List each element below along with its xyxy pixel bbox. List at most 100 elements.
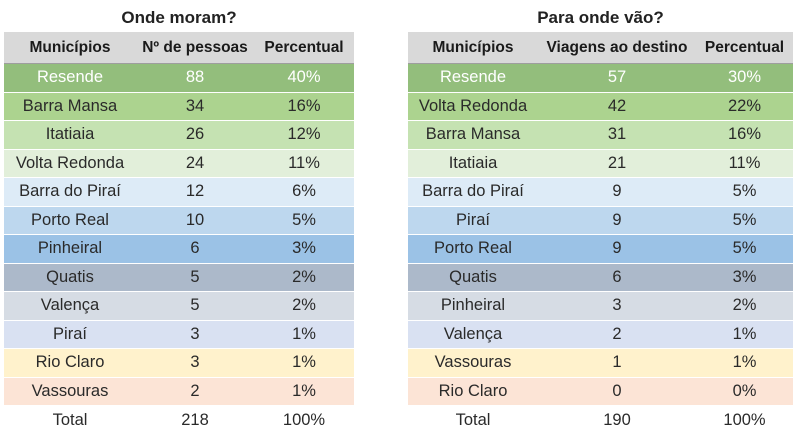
total-value: 218 — [136, 406, 254, 434]
residence-title: Onde moram? — [4, 0, 354, 32]
cell-percentual: 3% — [696, 263, 793, 292]
cell-percentual: 2% — [254, 263, 354, 292]
cell-valor: 57 — [538, 64, 696, 93]
cell-municipio: Piraí — [4, 320, 136, 349]
cell-percentual: 1% — [696, 320, 793, 349]
cell-municipio: Pinheiral — [408, 292, 538, 321]
cell-percentual: 1% — [696, 349, 793, 378]
column-header-viagens: Viagens ao destino — [538, 32, 696, 64]
cell-percentual: 1% — [254, 320, 354, 349]
cell-valor: 5 — [136, 292, 254, 321]
cell-municipio: Volta Redonda — [408, 92, 538, 121]
cell-valor: 6 — [538, 263, 696, 292]
total-row: Total 218 100% — [4, 406, 354, 434]
residence-panel: Onde moram? Municípios Nº de pessoas Per… — [4, 0, 354, 434]
cell-valor: 1 — [538, 349, 696, 378]
cell-percentual: 11% — [254, 149, 354, 178]
column-header-pessoas: Nº de pessoas — [136, 32, 254, 64]
column-header-percentual: Percentual — [254, 32, 354, 64]
cell-municipio: Valença — [4, 292, 136, 321]
destination-panel: Para onde vão? Municípios Viagens ao des… — [408, 0, 793, 434]
cell-municipio: Barra do Piraí — [408, 178, 538, 207]
table-header-row: Municípios Viagens ao destino Percentual — [408, 32, 793, 64]
cell-percentual: 3% — [254, 235, 354, 264]
cell-percentual: 40% — [254, 64, 354, 93]
cell-municipio: Resende — [4, 64, 136, 93]
cell-municipio: Piraí — [408, 206, 538, 235]
total-value: 190 — [538, 406, 696, 434]
cell-percentual: 1% — [254, 349, 354, 378]
cell-percentual: 11% — [696, 149, 793, 178]
column-header-percentual: Percentual — [696, 32, 793, 64]
cell-municipio: Vassouras — [4, 377, 136, 406]
cell-percentual: 2% — [254, 292, 354, 321]
cell-valor: 0 — [538, 377, 696, 406]
total-percent: 100% — [254, 406, 354, 434]
total-row: Total 190 100% — [408, 406, 793, 434]
cell-municipio: Itatiaia — [408, 149, 538, 178]
total-percent: 100% — [696, 406, 793, 434]
cell-percentual: 30% — [696, 64, 793, 93]
cell-valor: 88 — [136, 64, 254, 93]
total-label: Total — [4, 406, 136, 434]
cell-percentual: 16% — [254, 92, 354, 121]
cell-percentual: 22% — [696, 92, 793, 121]
cell-municipio: Rio Claro — [4, 349, 136, 378]
cell-municipio: Quatis — [408, 263, 538, 292]
column-header-municipios: Municípios — [4, 32, 136, 64]
cell-municipio: Barra Mansa — [4, 92, 136, 121]
cell-municipio: Porto Real — [408, 235, 538, 264]
cell-percentual: 5% — [696, 206, 793, 235]
cell-valor: 10 — [136, 206, 254, 235]
cell-valor: 24 — [136, 149, 254, 178]
cell-percentual: 5% — [696, 178, 793, 207]
cell-municipio: Resende — [408, 64, 538, 93]
cell-municipio: Barra Mansa — [408, 121, 538, 150]
table-header-row: Municípios Nº de pessoas Percentual — [4, 32, 354, 64]
cell-valor: 3 — [538, 292, 696, 321]
cell-valor: 2 — [538, 320, 696, 349]
destination-title: Para onde vão? — [408, 0, 793, 32]
cell-valor: 21 — [538, 149, 696, 178]
cell-municipio: Valença — [408, 320, 538, 349]
cell-valor: 3 — [136, 320, 254, 349]
cell-valor: 42 — [538, 92, 696, 121]
cell-municipio: Vassouras — [408, 349, 538, 378]
cell-municipio: Barra do Piraí — [4, 178, 136, 207]
cell-valor: 31 — [538, 121, 696, 150]
cell-percentual: 5% — [254, 206, 354, 235]
cell-valor: 12 — [136, 178, 254, 207]
cell-valor: 34 — [136, 92, 254, 121]
cell-valor: 3 — [136, 349, 254, 378]
cell-valor: 9 — [538, 178, 696, 207]
cell-valor: 2 — [136, 377, 254, 406]
cell-percentual: 5% — [696, 235, 793, 264]
cell-percentual: 0% — [696, 377, 793, 406]
cell-municipio: Itatiaia — [4, 121, 136, 150]
cell-valor: 9 — [538, 206, 696, 235]
residence-table: Municípios Nº de pessoas Percentual Rese… — [4, 32, 354, 434]
